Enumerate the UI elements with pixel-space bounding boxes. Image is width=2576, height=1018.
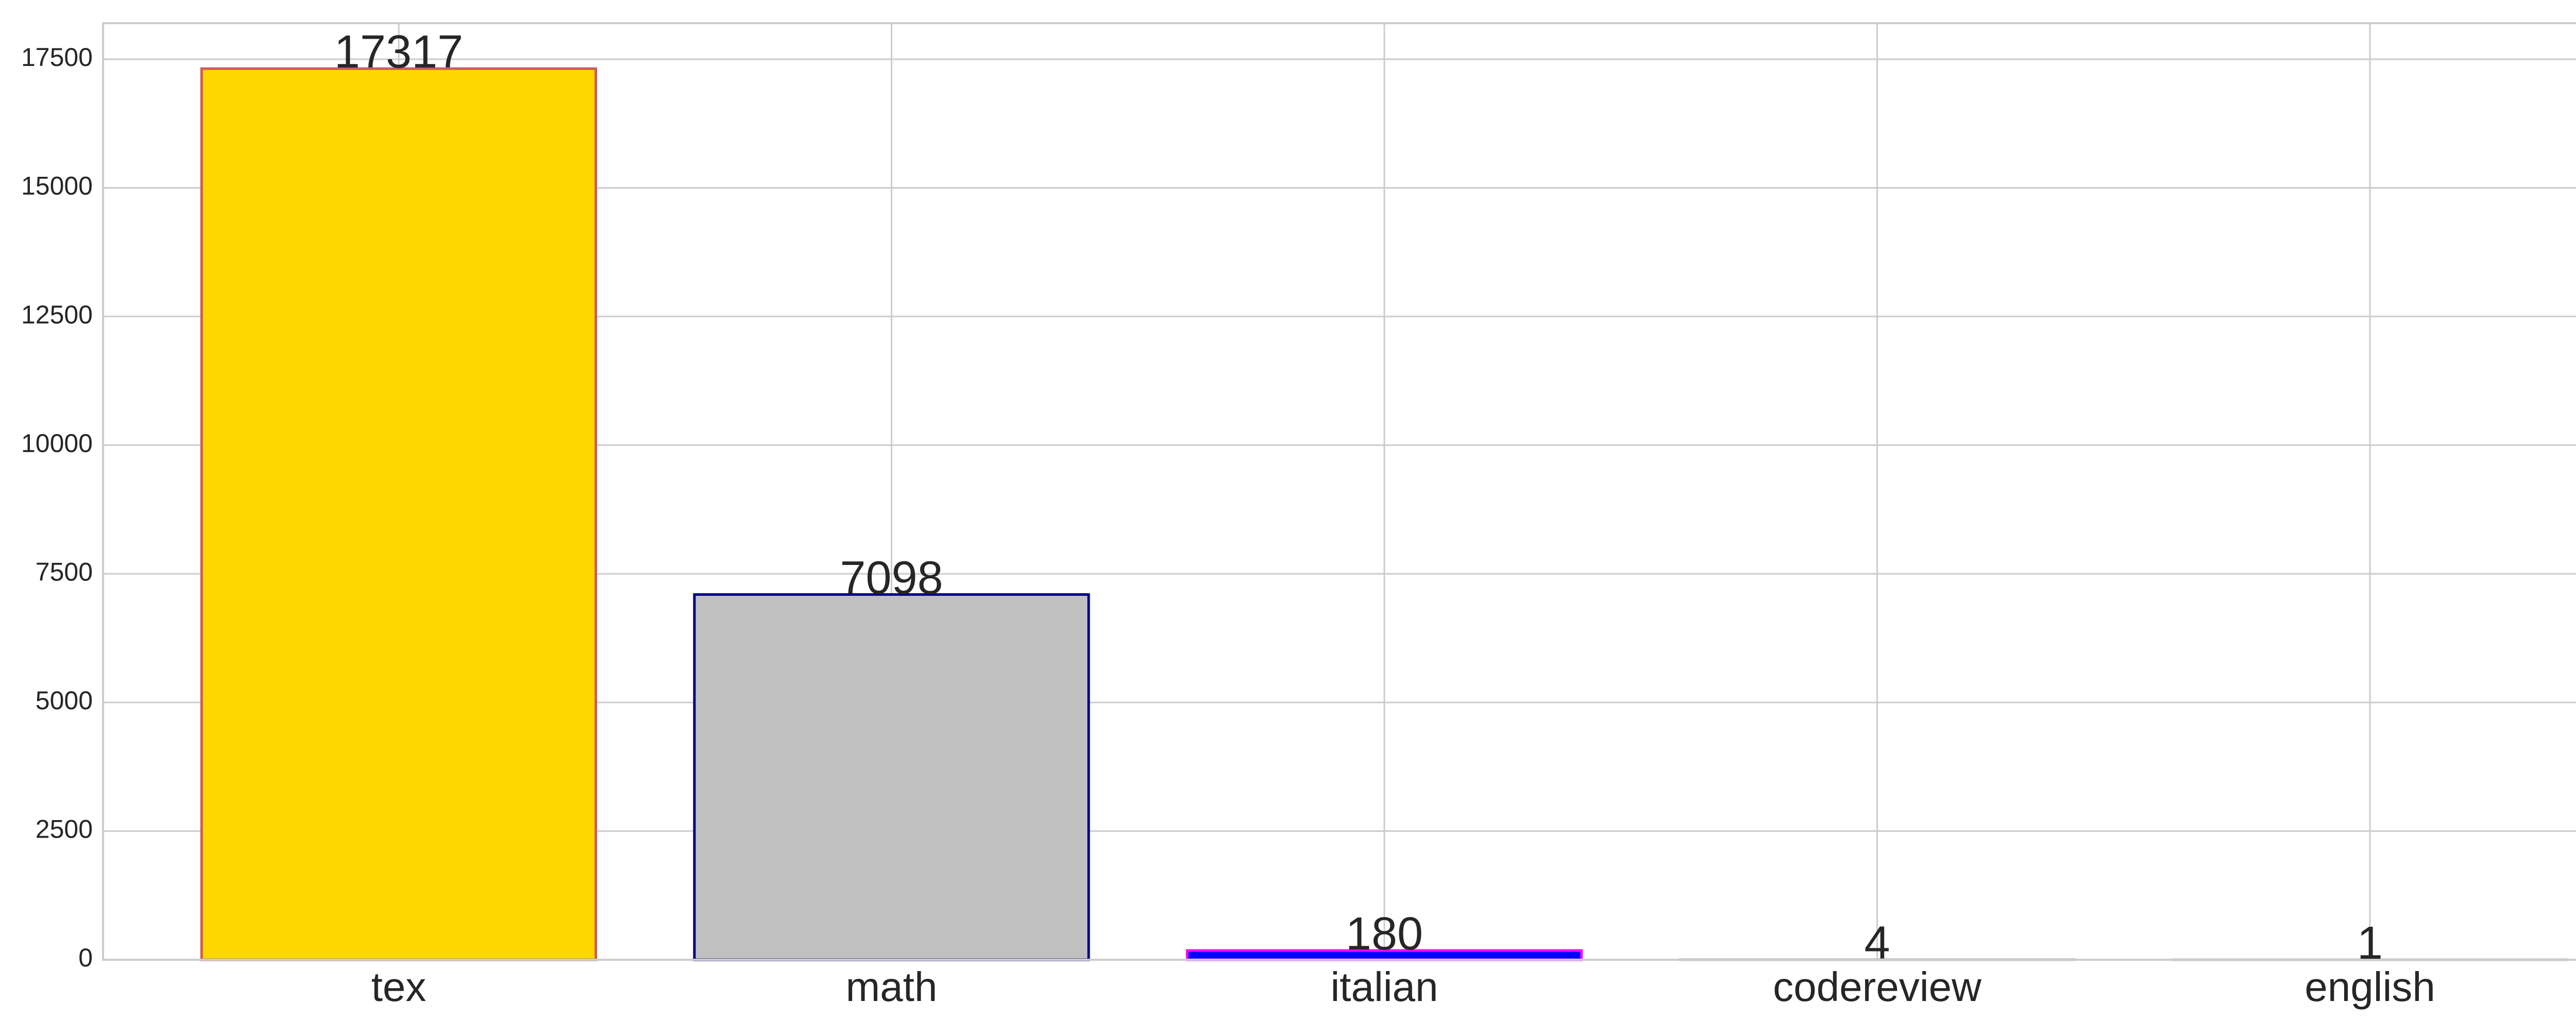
y-tick-label: 7500 [36, 557, 93, 586]
x-tick-label-tex: tex [371, 964, 427, 1010]
data-label-codereview: 4 [1865, 917, 1890, 969]
data-label-italian: 180 [1346, 908, 1423, 960]
y-tick-label: 15000 [21, 172, 93, 201]
plot-frame [102, 22, 2576, 961]
y-axis-ticks: 0 2500 5000 7500 10000 12500 15000 17500 [21, 43, 93, 972]
y-tick-label: 0 [78, 943, 93, 972]
x-tick-label-codereview: codereview [1773, 964, 1981, 1010]
bar-math [693, 593, 1090, 961]
y-tick-label: 2500 [36, 815, 93, 844]
x-axis-ticks: tex math italian codereview english [371, 964, 2435, 1010]
data-labels: 17317 7098 180 4 1 [334, 26, 2383, 969]
bar-tex [200, 67, 598, 961]
x-tick-label-english: english [2304, 964, 2435, 1010]
x-tick-label-math: math [846, 964, 938, 1010]
data-label-math: 7098 [840, 552, 943, 604]
y-tick-label: 12500 [21, 300, 93, 329]
data-label-english: 1 [2357, 917, 2383, 969]
bars-layer [200, 67, 2569, 961]
y-tick-label: 10000 [21, 429, 93, 458]
data-label-tex: 17317 [334, 26, 463, 78]
y-tick-label: 5000 [36, 686, 93, 715]
y-tick-label: 17500 [21, 43, 93, 72]
x-tick-label-italian: italian [1330, 964, 1438, 1010]
